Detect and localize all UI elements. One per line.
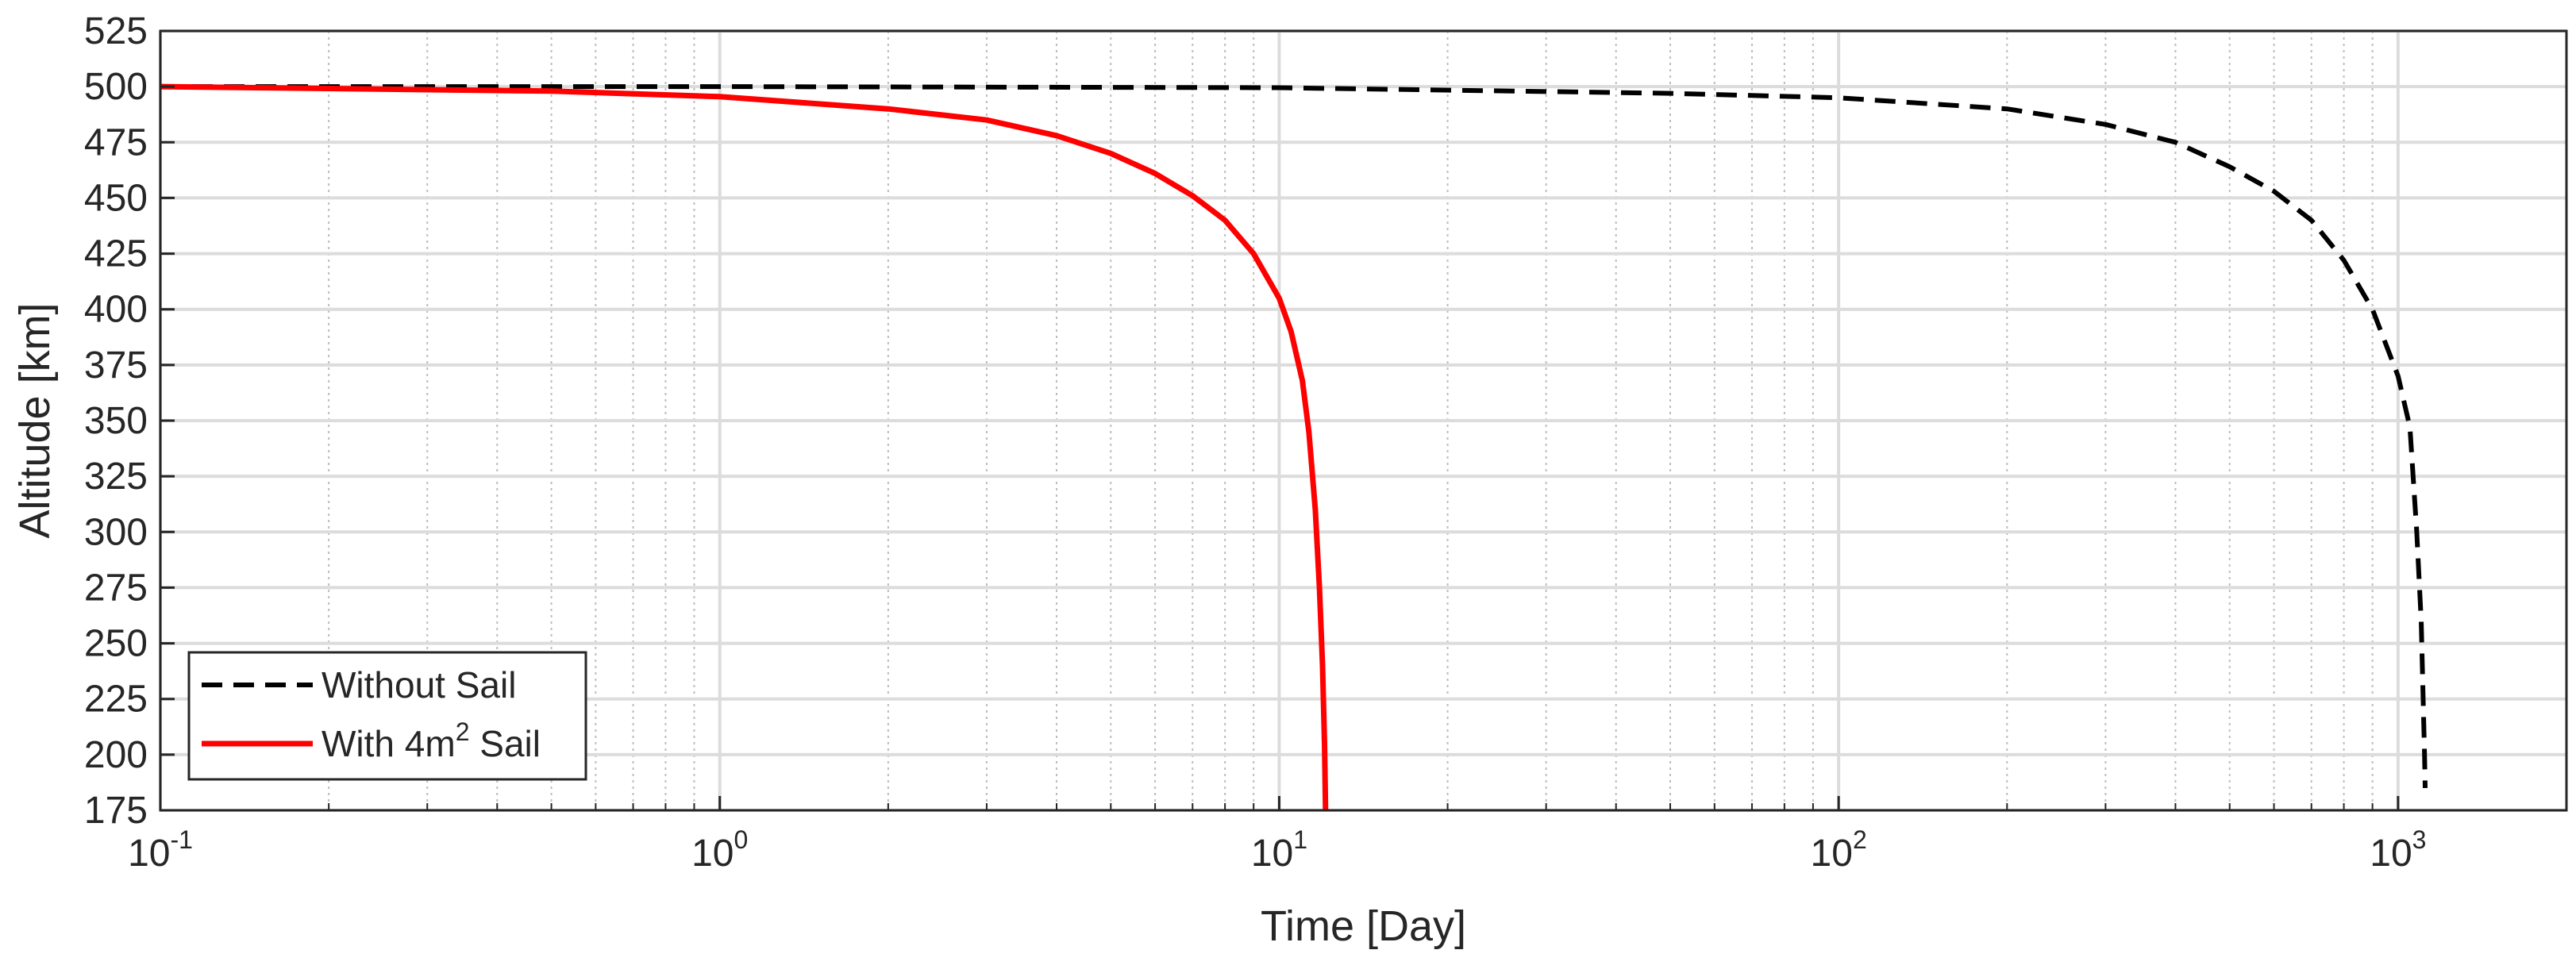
legend-label-with-sail-pre: With 4m <box>322 723 456 764</box>
y-tick-label: 175 <box>84 790 148 832</box>
y-tick-label: 275 <box>84 567 148 609</box>
x-tick-labels: 10-1 100 101 102 103 <box>128 825 2426 875</box>
legend-label-with-sail: With 4m2 Sail <box>322 717 541 764</box>
y-tick-label: 300 <box>84 511 148 553</box>
legend-label-without-sail: Without Sail <box>322 664 516 706</box>
y-tick-label: 500 <box>84 66 148 108</box>
y-tick-labels: 175 200 225 250 275 300 325 350 375 400 425 450 475 5… <box>84 10 148 832</box>
y-tick-label: 200 <box>84 734 148 776</box>
series-line-with-sail <box>160 83 1329 811</box>
y-tick-label: 400 <box>84 289 148 331</box>
y-tick-label: 375 <box>84 344 148 387</box>
y-axis-label: Altitude [km] <box>11 302 59 538</box>
series-line-without-sail <box>160 84 2428 788</box>
legend-label-with-sail-post: Sail <box>469 723 540 764</box>
y-tick-label: 225 <box>84 679 148 721</box>
x-tick-label: 10-1 <box>128 825 193 875</box>
y-tick-label: 425 <box>84 233 148 275</box>
legend: Without Sail With 4m2 Sail <box>187 651 587 781</box>
x-tick-label: 101 <box>1251 825 1307 875</box>
legend-label-with-sail-sup: 2 <box>456 717 470 746</box>
y-tick-label: 325 <box>84 456 148 498</box>
x-tick-label: 103 <box>2370 825 2426 875</box>
x-axis-label: Time [Day] <box>1261 902 1466 950</box>
tick-marks <box>159 29 2400 812</box>
y-tick-label: 450 <box>84 177 148 219</box>
series-layer <box>160 83 2428 811</box>
y-tick-label: 250 <box>84 623 148 665</box>
legend-box <box>187 651 587 781</box>
y-tick-label: 350 <box>84 400 148 442</box>
x-tick-label: 100 <box>691 825 748 875</box>
y-tick-label: 475 <box>84 121 148 163</box>
y-tick-label: 525 <box>84 10 148 52</box>
x-tick-label: 102 <box>1811 825 1867 875</box>
